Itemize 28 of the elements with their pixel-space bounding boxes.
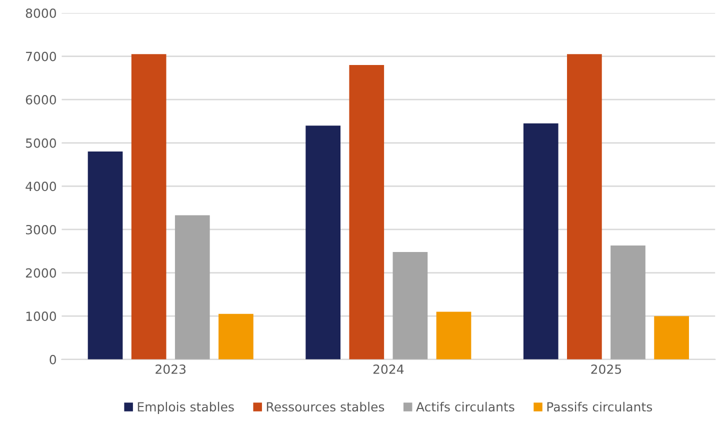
bar (610, 246, 646, 360)
y-tick-label: 2000 (26, 268, 56, 278)
x-tick-label: 2025 (591, 364, 622, 374)
y-tick-label: 4000 (26, 182, 56, 192)
y-tick-label: 3000 (26, 224, 56, 234)
bar (567, 54, 602, 360)
x-tick-label: 2023 (156, 364, 186, 374)
x-tick-label: 2024 (373, 364, 404, 374)
bar (436, 312, 472, 360)
legend-label: Emplois stables (138, 402, 234, 414)
bar (523, 123, 558, 360)
bar (88, 152, 123, 360)
bar (349, 64, 384, 360)
y-tick-label: 7000 (26, 52, 56, 62)
bar (392, 252, 428, 360)
legend-label: Passifs circulants (547, 402, 652, 412)
y-tick-label: 8000 (26, 8, 56, 18)
bar (131, 54, 166, 360)
bar (306, 126, 340, 360)
legend-label: Actifs circulants (416, 402, 514, 412)
y-tick-label: 0 (50, 354, 56, 364)
y-tick-label: 1000 (26, 312, 56, 322)
legend-label: Ressources stables (266, 402, 384, 412)
y-tick-label: 5000 (26, 138, 56, 148)
y-tick-label: 6000 (26, 95, 56, 105)
bar (174, 215, 210, 360)
bar (654, 316, 689, 360)
bar (218, 314, 254, 360)
